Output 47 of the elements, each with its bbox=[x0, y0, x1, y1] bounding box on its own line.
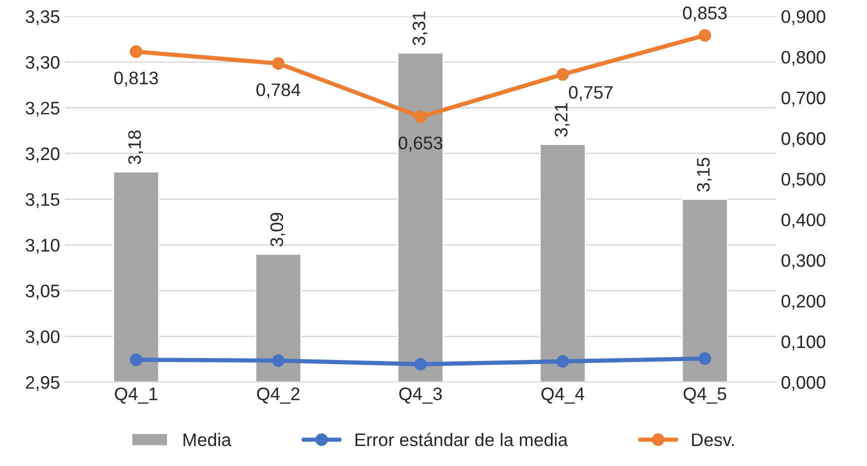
y2-tick-label: 0,200 bbox=[782, 294, 826, 310]
legend-label: Error estándar de la media bbox=[356, 432, 568, 446]
point bbox=[556, 68, 569, 81]
point bbox=[272, 354, 285, 367]
y2-tick-label: 0,100 bbox=[782, 335, 826, 350]
x-tick-label: Q4_5 bbox=[684, 387, 726, 404]
y-tick-label: 3,35 bbox=[26, 10, 60, 26]
data-label: 3,15 bbox=[696, 158, 712, 192]
point bbox=[698, 352, 712, 365]
data-label: 0,813 bbox=[114, 72, 158, 87]
y2-tick-label: 0,300 bbox=[782, 254, 826, 270]
data-label: 0,853 bbox=[682, 6, 727, 22]
y2-tick-label: 0,800 bbox=[782, 50, 826, 66]
y-tick-label: 3,05 bbox=[26, 284, 60, 300]
point bbox=[414, 358, 427, 370]
y-tick-label: 3,20 bbox=[26, 147, 60, 162]
y-tick-label: 2,95 bbox=[26, 376, 60, 391]
y2-tick-label: 0,500 bbox=[782, 172, 826, 188]
y-tick-label: 3,00 bbox=[26, 330, 60, 346]
x-tick-label: Q4_2 bbox=[257, 387, 300, 404]
point bbox=[130, 45, 142, 58]
data-label: 3,18 bbox=[128, 130, 144, 164]
y2-tick-label: 0,400 bbox=[782, 213, 826, 228]
data-label: 3,31 bbox=[412, 12, 428, 46]
point bbox=[130, 354, 142, 366]
y-tick-label: 3,30 bbox=[26, 56, 60, 71]
data-label: 0,784 bbox=[256, 83, 300, 98]
x-tick-label: Q4_3 bbox=[399, 387, 442, 404]
y-tick-label: 3,10 bbox=[26, 238, 60, 254]
y-tick-label: 3,25 bbox=[26, 102, 60, 117]
legend-label: Media bbox=[184, 432, 232, 446]
x-tick-label: Q4_4 bbox=[541, 387, 584, 404]
data-label: 0,653 bbox=[398, 136, 442, 152]
point bbox=[556, 355, 569, 368]
legend-label: Desv. bbox=[692, 434, 734, 446]
data-label: 3,21 bbox=[554, 103, 570, 137]
y2-tick-label: 0,900 bbox=[782, 10, 826, 26]
x-tick-label: Q4_1 bbox=[114, 387, 158, 404]
y-tick-label: 3,15 bbox=[26, 193, 60, 208]
point bbox=[698, 29, 712, 42]
y2-tick-label: 0,000 bbox=[782, 376, 826, 391]
data-label: 3,09 bbox=[270, 212, 286, 246]
y2-tick-label: 0,600 bbox=[782, 132, 826, 148]
y2-tick-label: 0,700 bbox=[782, 92, 826, 106]
point bbox=[272, 57, 285, 70]
data-label: 0,757 bbox=[568, 86, 613, 101]
point bbox=[414, 110, 427, 123]
